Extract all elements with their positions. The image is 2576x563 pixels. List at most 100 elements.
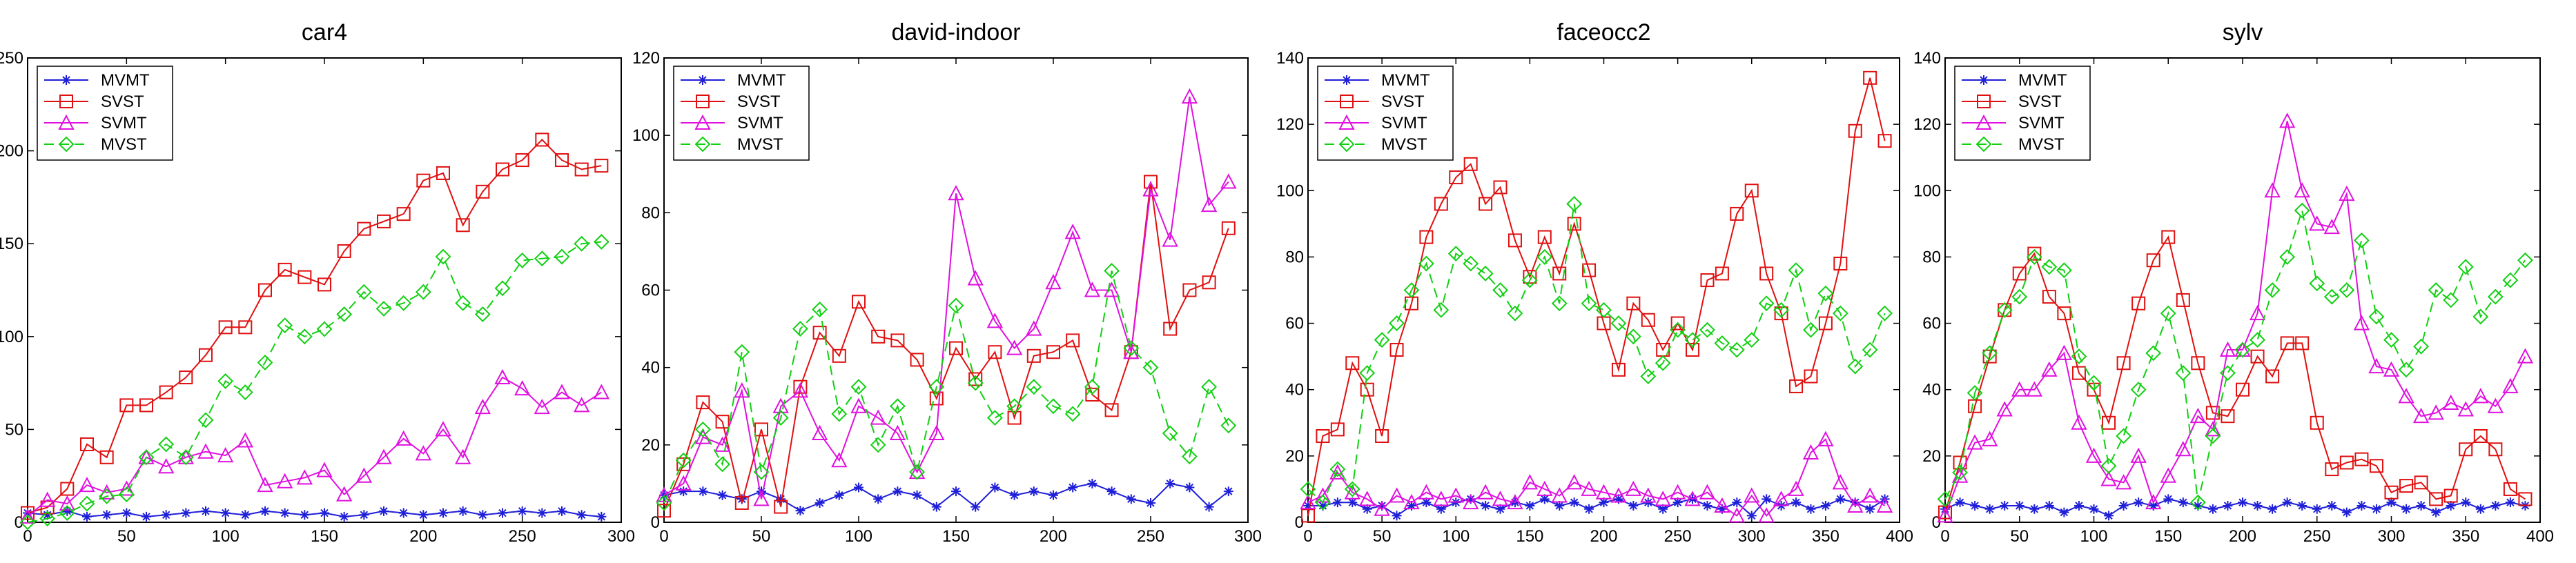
data-point-SVST <box>1507 233 1522 248</box>
data-point-MVMT <box>2059 507 2069 517</box>
data-point-SVST <box>2176 293 2190 307</box>
data-point-SVMT <box>948 185 964 201</box>
data-point-MVMT <box>280 508 290 518</box>
legend-marker-SVMT <box>1338 114 1355 130</box>
data-point-MVST <box>1447 246 1464 262</box>
y-tick-label: 40 <box>641 359 660 377</box>
data-point-MVST <box>1433 302 1450 318</box>
data-point-MVST <box>1728 342 1745 358</box>
data-point-MVST <box>1640 368 1657 384</box>
data-point-SVST <box>1066 333 1080 348</box>
legend-label-SVMT: SVMT <box>737 114 783 132</box>
data-point-SVST <box>416 173 431 188</box>
data-point-SVST <box>1744 184 1759 198</box>
data-point-MVST <box>217 373 234 389</box>
data-point-MVST <box>734 344 750 360</box>
data-point-SVMT <box>1655 491 1671 506</box>
data-point-SVST <box>337 244 351 258</box>
data-point-SVMT <box>1699 484 1716 500</box>
y-tick-label: 20 <box>641 436 660 455</box>
data-point-SVMT <box>1595 484 1612 500</box>
data-point-MVST <box>2428 282 2444 298</box>
data-point-SVST <box>2012 266 2027 281</box>
legend-marker-SVST <box>1977 95 1991 108</box>
data-point-SVST <box>277 262 292 277</box>
data-point-SVMT <box>1220 173 1237 189</box>
x-tick-label: 50 <box>752 527 771 546</box>
data-point-MVST <box>1596 302 1612 318</box>
data-point-MVMT <box>2118 500 2129 511</box>
legend-marker-SVMT <box>1975 114 1992 130</box>
data-point-SVST <box>199 348 213 362</box>
legend: MVMT SVST SVMT MVST <box>1954 66 2091 161</box>
legend: MVMT SVST SVMT MVST <box>673 66 810 161</box>
data-point-SVMT <box>1200 196 1218 213</box>
data-point-SVMT <box>1388 487 1405 503</box>
legend-label-MVMT: MVMT <box>2018 71 2067 90</box>
data-point-MVMT <box>2029 504 2040 514</box>
data-point-SVST <box>1419 230 1434 244</box>
x-tick-label: 0 <box>659 527 668 546</box>
series-SVST <box>1938 230 2533 520</box>
data-point-MVST <box>2339 282 2355 298</box>
data-point-SVMT <box>1728 507 1745 523</box>
legend: MVMT SVST SVMT MVST <box>1317 66 1454 161</box>
data-point-SVMT <box>2219 341 2236 357</box>
data-point-SVST <box>1552 266 1567 281</box>
data-point-MVST <box>1714 335 1730 351</box>
data-point-SVMT <box>1847 497 1864 513</box>
data-point-MVMT <box>951 486 961 497</box>
legend-marker-SVST <box>1340 95 1354 108</box>
data-point-MVST <box>19 514 36 531</box>
x-tick-label: 100 <box>212 527 240 546</box>
data-point-SVST <box>1537 230 1552 244</box>
data-point-MVMT <box>2416 500 2426 511</box>
data-point-SVST <box>515 153 529 168</box>
data-point-MVMT <box>717 490 728 500</box>
data-point-MVMT <box>1106 486 1117 497</box>
data-point-MVST <box>355 284 372 300</box>
data-point-SVST <box>715 415 730 429</box>
data-point-SVST <box>1670 316 1685 330</box>
data-point-SVMT <box>1876 497 1893 513</box>
data-point-SVST <box>1389 343 1404 357</box>
data-point-MVST <box>277 317 293 334</box>
data-point-SVMT <box>850 397 867 413</box>
x-tick-label: 350 <box>2452 527 2479 546</box>
data-point-SVMT <box>1026 320 1042 336</box>
data-point-MVST <box>1403 282 1420 298</box>
data-point-SVST <box>218 320 233 335</box>
data-point-MVST <box>1566 196 1583 212</box>
data-point-MVMT <box>1970 500 1980 511</box>
data-point-MVMT <box>458 506 468 516</box>
data-point-MVST <box>1862 342 1878 358</box>
data-point-SVST <box>60 482 75 496</box>
series-SVST <box>21 132 609 520</box>
data-point-SVST <box>2057 306 2071 321</box>
y-tick-label: 80 <box>1922 248 1941 266</box>
data-point-MVMT <box>498 508 507 518</box>
data-point-MVMT <box>1850 497 1860 508</box>
x-tick-label: 200 <box>1040 527 1067 546</box>
x-tick-label: 150 <box>1516 527 1543 546</box>
data-point-SVST <box>456 218 470 233</box>
data-point-MVMT <box>1525 500 1535 511</box>
data-point-SVMT <box>2249 305 2266 321</box>
data-point-SVMT <box>1967 434 1983 450</box>
y-tick-label: 20 <box>1285 447 1304 466</box>
data-point-SVMT <box>79 477 95 493</box>
series-SVMT <box>1300 431 1893 523</box>
x-tick-label: 50 <box>2010 527 2029 546</box>
data-point-MVST <box>1084 379 1100 395</box>
data-point-SVST <box>657 504 671 518</box>
data-point-SVMT <box>514 380 531 396</box>
data-point-SVST <box>238 320 253 335</box>
data-point-MVMT <box>42 510 52 520</box>
data-point-MVST <box>1300 481 1316 497</box>
data-point-SVST <box>2131 296 2146 310</box>
data-point-MVST <box>831 406 848 422</box>
data-point-SVST <box>1789 379 1804 393</box>
data-point-SVST <box>696 395 710 410</box>
data-point-SVST <box>1163 322 1178 336</box>
